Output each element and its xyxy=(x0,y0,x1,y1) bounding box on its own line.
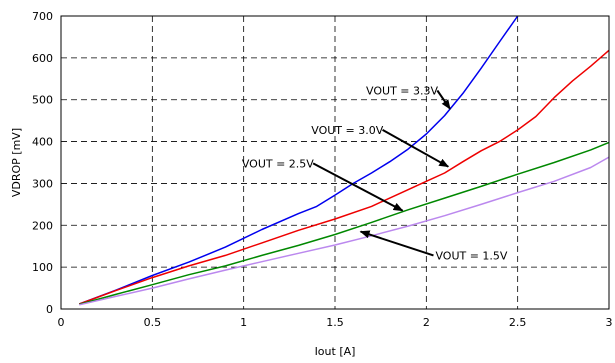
annotation-label: VOUT = 1.5V xyxy=(435,249,507,262)
series-line-vout-3_0 xyxy=(79,49,610,305)
series-line-vout-1_5 xyxy=(79,156,610,306)
x-tick-label: 0.5 xyxy=(144,316,162,329)
y-tick-label: 200 xyxy=(32,219,53,232)
y-tick-label: 100 xyxy=(32,261,53,274)
annotation-label: VOUT = 3.0V xyxy=(311,124,383,137)
x-tick-label: 2.5 xyxy=(509,316,527,329)
x-tick-label: 0 xyxy=(58,316,65,329)
annotation-label: VOUT = 3.3V xyxy=(366,85,438,98)
y-tick-label: 0 xyxy=(46,303,53,316)
series-line-vout-3_3 xyxy=(79,15,519,305)
y-tick-label: 300 xyxy=(32,177,53,190)
x-tick-label: 2 xyxy=(423,316,430,329)
annotation-arrow xyxy=(359,230,434,257)
series-line-vout-2_5 xyxy=(79,141,610,306)
plot-frame xyxy=(60,15,610,310)
annotation-arrow xyxy=(312,162,404,212)
y-tick-label: 700 xyxy=(32,10,53,23)
x-axis-title: Iout [A] xyxy=(315,345,356,358)
y-tick-label: 500 xyxy=(32,94,53,107)
x-tick-label: 3 xyxy=(606,316,613,329)
x-tick-label: 1 xyxy=(240,316,247,329)
annotation-arrow xyxy=(382,128,450,168)
y-tick-labels: 0 100 200 300 400 500 600 700 xyxy=(32,10,53,316)
annotation-arrow xyxy=(436,89,451,110)
x-tick-label: 1.5 xyxy=(326,316,344,329)
annotation-label: VOUT = 2.5V xyxy=(242,157,314,170)
grid xyxy=(61,16,609,309)
y-axis-title: VDROP [mV] xyxy=(10,128,23,197)
y-tick-label: 400 xyxy=(32,136,53,149)
y-tick-label: 600 xyxy=(32,52,53,65)
x-tick-labels: 0 0.5 1 1.5 2 2.5 3 xyxy=(58,316,613,329)
series-lines xyxy=(79,15,610,306)
annotations: VOUT = 3.3V VOUT = 3.0V VOUT = 2.5V VOUT = … xyxy=(242,85,508,263)
